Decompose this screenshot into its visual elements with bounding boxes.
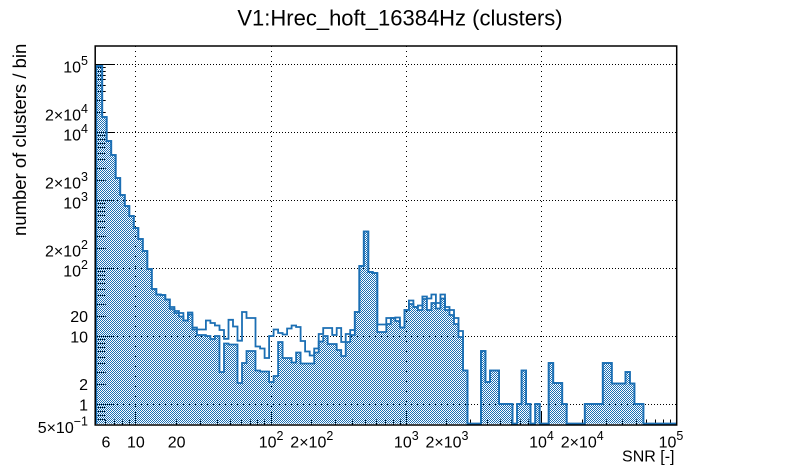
svg-text:20: 20 <box>168 435 186 452</box>
svg-text:number of clusters / bin: number of clusters / bin <box>9 44 30 236</box>
svg-text:2×103: 2×103 <box>45 170 88 193</box>
svg-text:10: 10 <box>70 329 88 346</box>
svg-text:20: 20 <box>70 309 88 326</box>
svg-text:1: 1 <box>79 397 88 414</box>
svg-text:10: 10 <box>127 435 145 452</box>
svg-text:2×102: 2×102 <box>45 238 88 261</box>
svg-text:2: 2 <box>79 377 88 394</box>
svg-text:SNR [-]: SNR [-] <box>622 449 674 466</box>
svg-text:2×103: 2×103 <box>426 429 469 452</box>
svg-text:V1:Hrec_hoft_16384Hz (clusters: V1:Hrec_hoft_16384Hz (clusters) <box>237 6 562 31</box>
svg-text:2×104: 2×104 <box>45 102 88 125</box>
svg-text:2×104: 2×104 <box>561 429 604 452</box>
svg-text:2×102: 2×102 <box>290 429 333 452</box>
svg-text:6: 6 <box>101 435 110 452</box>
